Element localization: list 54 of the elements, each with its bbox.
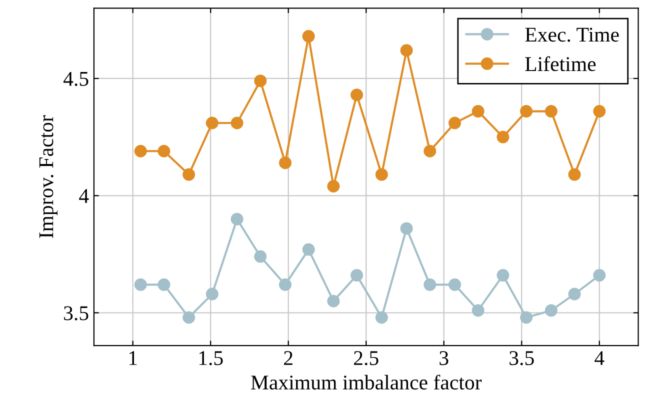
point <box>496 269 510 282</box>
point <box>400 222 413 235</box>
point <box>593 269 606 282</box>
point <box>448 116 462 130</box>
point <box>375 311 388 324</box>
point <box>134 144 147 158</box>
legend-label: Lifetime <box>525 56 596 72</box>
point <box>206 116 218 130</box>
point <box>182 311 196 324</box>
point <box>206 288 218 300</box>
point <box>593 105 606 118</box>
x-tick-label: 2.5 <box>354 351 378 366</box>
point <box>327 294 340 308</box>
point <box>568 288 581 300</box>
point <box>520 311 533 324</box>
x-tick-label: 2 <box>284 351 292 365</box>
point <box>350 269 364 282</box>
point <box>254 250 267 263</box>
point <box>424 278 436 291</box>
point <box>327 180 340 193</box>
point <box>568 168 581 181</box>
point <box>302 243 315 256</box>
point <box>230 116 244 130</box>
point <box>424 144 436 158</box>
point <box>158 278 170 291</box>
point <box>302 30 315 43</box>
y-tick-label: 4.5 <box>63 72 88 86</box>
point <box>448 278 462 291</box>
point <box>279 156 292 170</box>
point <box>472 105 484 118</box>
point <box>472 304 484 317</box>
point <box>544 304 558 317</box>
point <box>158 144 170 158</box>
y-tick-label: 4 <box>79 189 89 203</box>
x-axis-title: Maximum imbalance factor <box>251 374 482 390</box>
point <box>134 278 147 291</box>
point <box>520 105 533 118</box>
y-axis-title: Improv. Factor <box>39 115 58 238</box>
point <box>350 88 364 102</box>
x-tick-label: 3.5 <box>510 351 534 366</box>
x-tick-label: 1.5 <box>199 351 223 366</box>
point <box>375 168 388 181</box>
x-tick-label: 4 <box>594 351 604 365</box>
point <box>182 168 196 181</box>
point <box>230 212 244 226</box>
legend-label: Exec. Time <box>525 28 619 42</box>
point <box>496 130 510 144</box>
x-tick-label: 1 <box>129 351 137 365</box>
point <box>400 44 413 57</box>
y-tick-label: 3.5 <box>64 306 88 320</box>
point <box>254 74 267 88</box>
x-tick-label: 3 <box>440 351 448 366</box>
point <box>544 105 558 118</box>
point <box>279 278 292 291</box>
